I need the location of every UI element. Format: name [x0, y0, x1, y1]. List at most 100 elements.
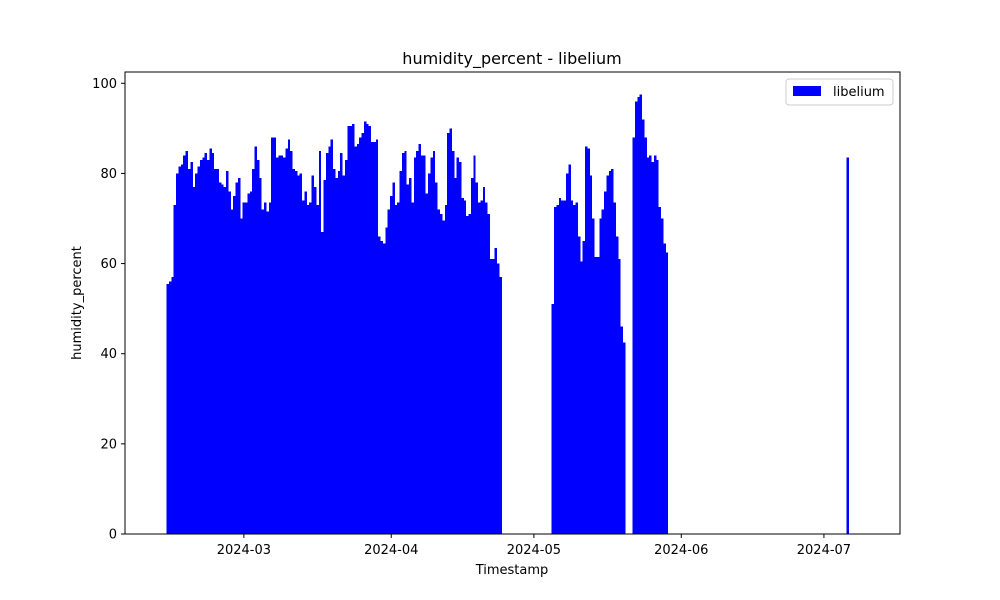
- bar: [223, 186, 227, 534]
- bar: [575, 202, 578, 534]
- bar: [587, 148, 590, 534]
- bar: [466, 216, 469, 535]
- bar: [290, 150, 293, 534]
- bar: [180, 164, 184, 534]
- bar: [230, 209, 234, 534]
- bar: [330, 139, 334, 535]
- bar: [497, 263, 500, 534]
- bar: [356, 144, 360, 534]
- bar: [233, 195, 236, 534]
- x-axis-label: Timestamp: [475, 563, 549, 578]
- bar: [294, 171, 298, 534]
- bar: [492, 259, 495, 534]
- bar: [461, 198, 464, 534]
- bar: [608, 171, 612, 534]
- bar: [661, 218, 664, 535]
- bar: [216, 168, 219, 534]
- bar: [658, 207, 662, 534]
- bar: [387, 209, 391, 534]
- bar: [480, 200, 483, 534]
- bar: [449, 128, 452, 534]
- bar: [371, 141, 374, 535]
- bar: [321, 232, 324, 534]
- x-tick-label: 2024-05: [507, 543, 561, 558]
- legend-swatch: [793, 86, 821, 96]
- bar: [190, 162, 193, 534]
- bar: [237, 177, 241, 535]
- y-tick-label: 80: [100, 167, 117, 182]
- bar: [565, 173, 569, 534]
- bar: [599, 218, 602, 535]
- bar: [283, 157, 286, 534]
- bar: [278, 155, 281, 534]
- bar: [314, 186, 317, 534]
- y-tick-label: 40: [100, 347, 117, 362]
- bar: [653, 155, 657, 534]
- bar: [363, 121, 367, 534]
- bar: [425, 193, 429, 534]
- bar: [478, 202, 481, 534]
- bar: [663, 243, 666, 534]
- bar: [347, 126, 350, 534]
- bar: [344, 159, 348, 534]
- bar: [178, 166, 181, 534]
- bar: [639, 94, 643, 534]
- bar: [316, 204, 319, 534]
- bar: [556, 204, 559, 534]
- bar: [311, 175, 314, 535]
- bar: [665, 252, 669, 535]
- y-axis-label: humidity_percent: [70, 246, 85, 360]
- bar: [335, 177, 338, 535]
- x-tick-label: 2024-03: [217, 543, 271, 558]
- bar: [366, 123, 369, 534]
- bar: [468, 213, 471, 535]
- bar: [487, 213, 490, 535]
- x-tick-label: 2024-07: [797, 543, 851, 558]
- bar: [568, 164, 571, 534]
- bar: [199, 159, 203, 534]
- bar: [447, 132, 450, 534]
- bar: [188, 168, 191, 534]
- bar: [385, 227, 388, 534]
- bar: [211, 153, 215, 534]
- bar: [299, 173, 303, 534]
- bar: [273, 137, 276, 535]
- bar: [192, 186, 196, 534]
- bar: [221, 184, 224, 534]
- bar: [287, 139, 291, 535]
- bar: [380, 241, 383, 534]
- bar: [551, 304, 555, 534]
- bar: [494, 247, 498, 535]
- bar: [235, 182, 238, 534]
- x-axis-ticks: 2024-03 2024-04 2024-05 2024-06 2024-07: [217, 534, 851, 558]
- bar: [585, 146, 588, 534]
- bar: [634, 101, 638, 535]
- bar: [632, 137, 635, 535]
- bar: [359, 137, 362, 535]
- bar: [226, 171, 229, 534]
- bar: [252, 168, 255, 534]
- y-tick-label: 0: [109, 528, 117, 543]
- bar: [168, 281, 172, 534]
- bar: [304, 191, 307, 534]
- bar: [397, 202, 400, 534]
- legend-box: [785, 78, 894, 106]
- bar: [592, 218, 595, 535]
- bar: [580, 261, 583, 534]
- bar: [618, 259, 621, 534]
- bar: [846, 157, 849, 534]
- bar: [261, 209, 265, 534]
- bar: [292, 168, 295, 534]
- bar: [176, 173, 179, 534]
- bar: [615, 236, 619, 534]
- bar: [499, 277, 502, 534]
- bar: [349, 126, 353, 534]
- bar: [473, 155, 476, 534]
- bar: [642, 119, 645, 534]
- bar: [456, 157, 460, 534]
- bar: [644, 137, 647, 535]
- bar: [242, 202, 246, 534]
- bar: [409, 177, 412, 535]
- bar: [373, 141, 376, 535]
- bar: [342, 175, 345, 535]
